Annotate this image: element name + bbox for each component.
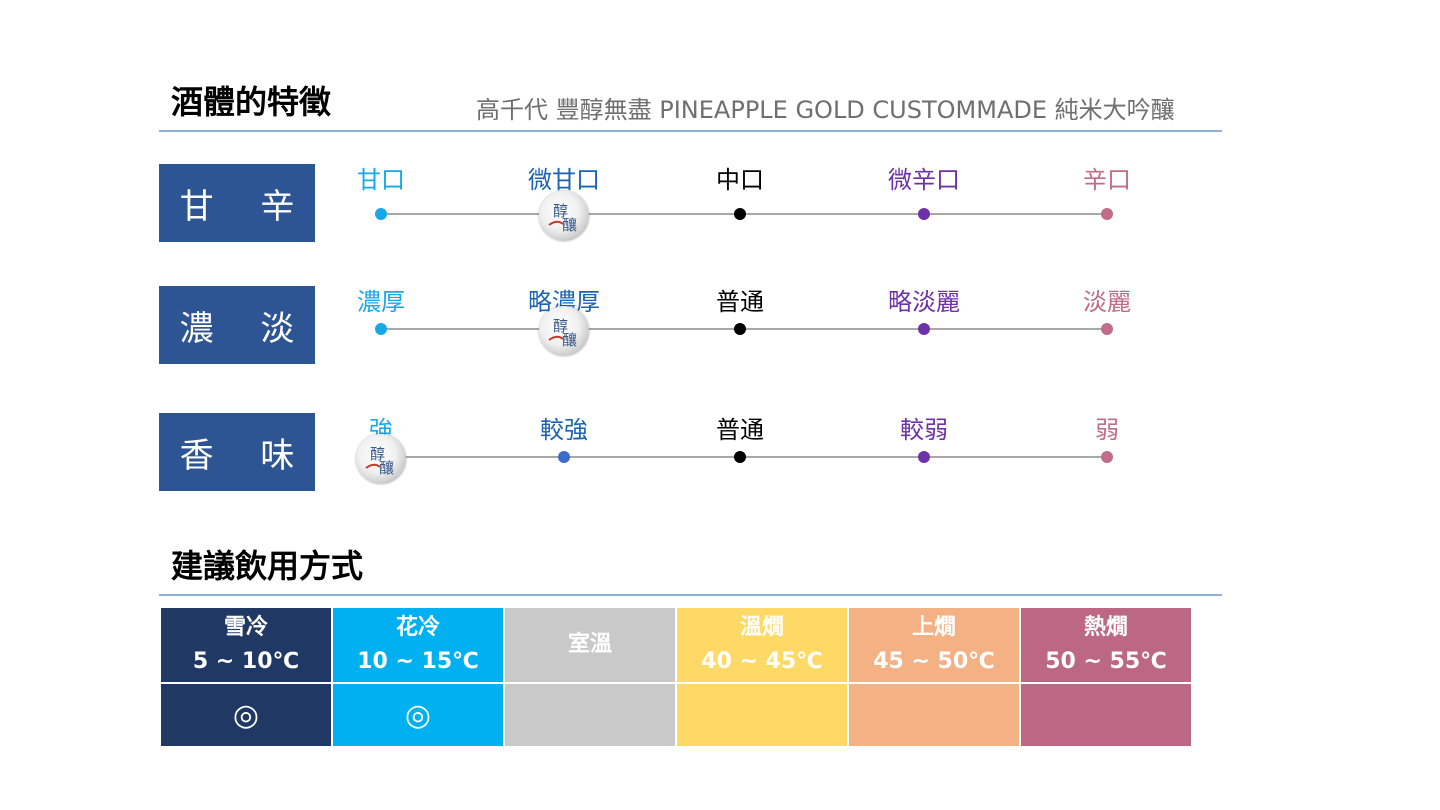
temperature-name: 雪冷 (223, 615, 268, 640)
scale-level-dot (1101, 323, 1113, 335)
temperature-recommendation-cell: ◎ (331, 682, 505, 748)
temperature-name: 熱燗 (1083, 615, 1128, 640)
svg-text:釀: 釀 (562, 216, 577, 234)
scale-level-label: 微甘口 (528, 166, 600, 194)
svg-text:釀: 釀 (379, 459, 394, 477)
scale-level-dot (918, 208, 930, 220)
svg-text:醇: 醇 (370, 445, 385, 463)
trait-label-box: 濃 淡 (159, 286, 315, 364)
scale-level-dot (1101, 208, 1113, 220)
scale-level-label: 濃厚 (357, 288, 405, 316)
scale-level-dot (918, 451, 930, 463)
brewery-logo-icon: 醇釀 (539, 306, 589, 356)
section-divider-top (159, 130, 1222, 132)
scale-level-label: 中口 (716, 166, 764, 194)
recommended-mark: ◎ (232, 697, 260, 733)
temperature-recommendation-cell (1019, 682, 1193, 748)
temperature-recommendation-cell (847, 682, 1021, 748)
temperature-range: 50 ~ 55℃ (1045, 649, 1167, 674)
scale-level-dot (734, 451, 746, 463)
svg-text:釀: 釀 (562, 331, 577, 349)
temperature-name: 上燗 (911, 615, 956, 640)
temperature-name: 溫燗 (739, 615, 784, 640)
scale-level-label: 微辛口 (888, 166, 960, 194)
scale-level-label: 辛口 (1083, 166, 1131, 194)
temperature-recommendation-cell (503, 682, 677, 748)
brewery-logo-icon: 醇釀 (539, 191, 589, 241)
temperature-range: 40 ~ 45℃ (701, 649, 823, 674)
scale-level-label: 淡麗 (1083, 288, 1131, 316)
section-title-drinking: 建議飲用方式 (171, 547, 364, 585)
temperature-recommendation-cell (675, 682, 849, 748)
temperature-range: 10 ~ 15℃ (357, 649, 479, 674)
section-title-character: 酒體的特徵 (171, 83, 332, 121)
scale-level-label: 普通 (716, 288, 764, 316)
scale-level-dot (375, 323, 387, 335)
scale-level-dot (1101, 451, 1113, 463)
scale-level-label: 略淡麗 (888, 288, 960, 316)
serving-temperature-table: 雪冷 5 ~ 10℃ 花冷 10 ~ 15℃ 室溫 溫燗 40 ~ 45℃ 上燗 45 ~ 50… (159, 606, 1193, 748)
scale-level-dot (734, 208, 746, 220)
product-name: 高千代 豐醇無盡 PINEAPPLE GOLD CUSTOMMADE 純米大吟釀 (476, 96, 1175, 124)
scale-level-dot (375, 208, 387, 220)
recommended-mark: ◎ (404, 697, 432, 733)
temperature-header-cell: 花冷 10 ~ 15℃ (331, 606, 505, 684)
temperature-range: 5 ~ 10℃ (192, 649, 300, 674)
scale-level-dot (734, 323, 746, 335)
temperature-header-cell: 上燗 45 ~ 50℃ (847, 606, 1021, 684)
temperature-header-cell: 溫燗 40 ~ 45℃ (675, 606, 849, 684)
scale-level-dot (558, 451, 570, 463)
brewery-logo-icon: 醇釀 (356, 434, 406, 484)
temperature-header-cell: 雪冷 5 ~ 10℃ (159, 606, 333, 684)
scale-level-label: 較弱 (900, 416, 948, 444)
scale-level-label: 較強 (540, 416, 588, 444)
temperature-header-cell: 室溫 (503, 606, 677, 684)
trait-label-box: 香 味 (159, 413, 315, 491)
svg-text:醇: 醇 (553, 317, 568, 335)
trait-label-box: 甘 辛 (159, 164, 315, 242)
scale-level-dot (918, 323, 930, 335)
temperature-recommendation-cell: ◎ (159, 682, 333, 748)
temperature-header-row: 雪冷 5 ~ 10℃ 花冷 10 ~ 15℃ 室溫 溫燗 40 ~ 45℃ 上燗 45 ~ 50… (159, 606, 1193, 684)
scale-level-label: 普通 (716, 416, 764, 444)
temperature-header-cell: 熱燗 50 ~ 55℃ (1019, 606, 1193, 684)
svg-text:醇: 醇 (553, 202, 568, 220)
temperature-name: 室溫 (567, 632, 612, 657)
temperature-range: 45 ~ 50℃ (873, 649, 995, 674)
scale-level-label: 弱 (1095, 416, 1119, 444)
section-divider-bottom (159, 594, 1222, 596)
temperature-recommendation-row: ◎ ◎ (159, 682, 1193, 748)
scale-level-label: 甘口 (357, 166, 405, 194)
temperature-name: 花冷 (395, 615, 440, 640)
